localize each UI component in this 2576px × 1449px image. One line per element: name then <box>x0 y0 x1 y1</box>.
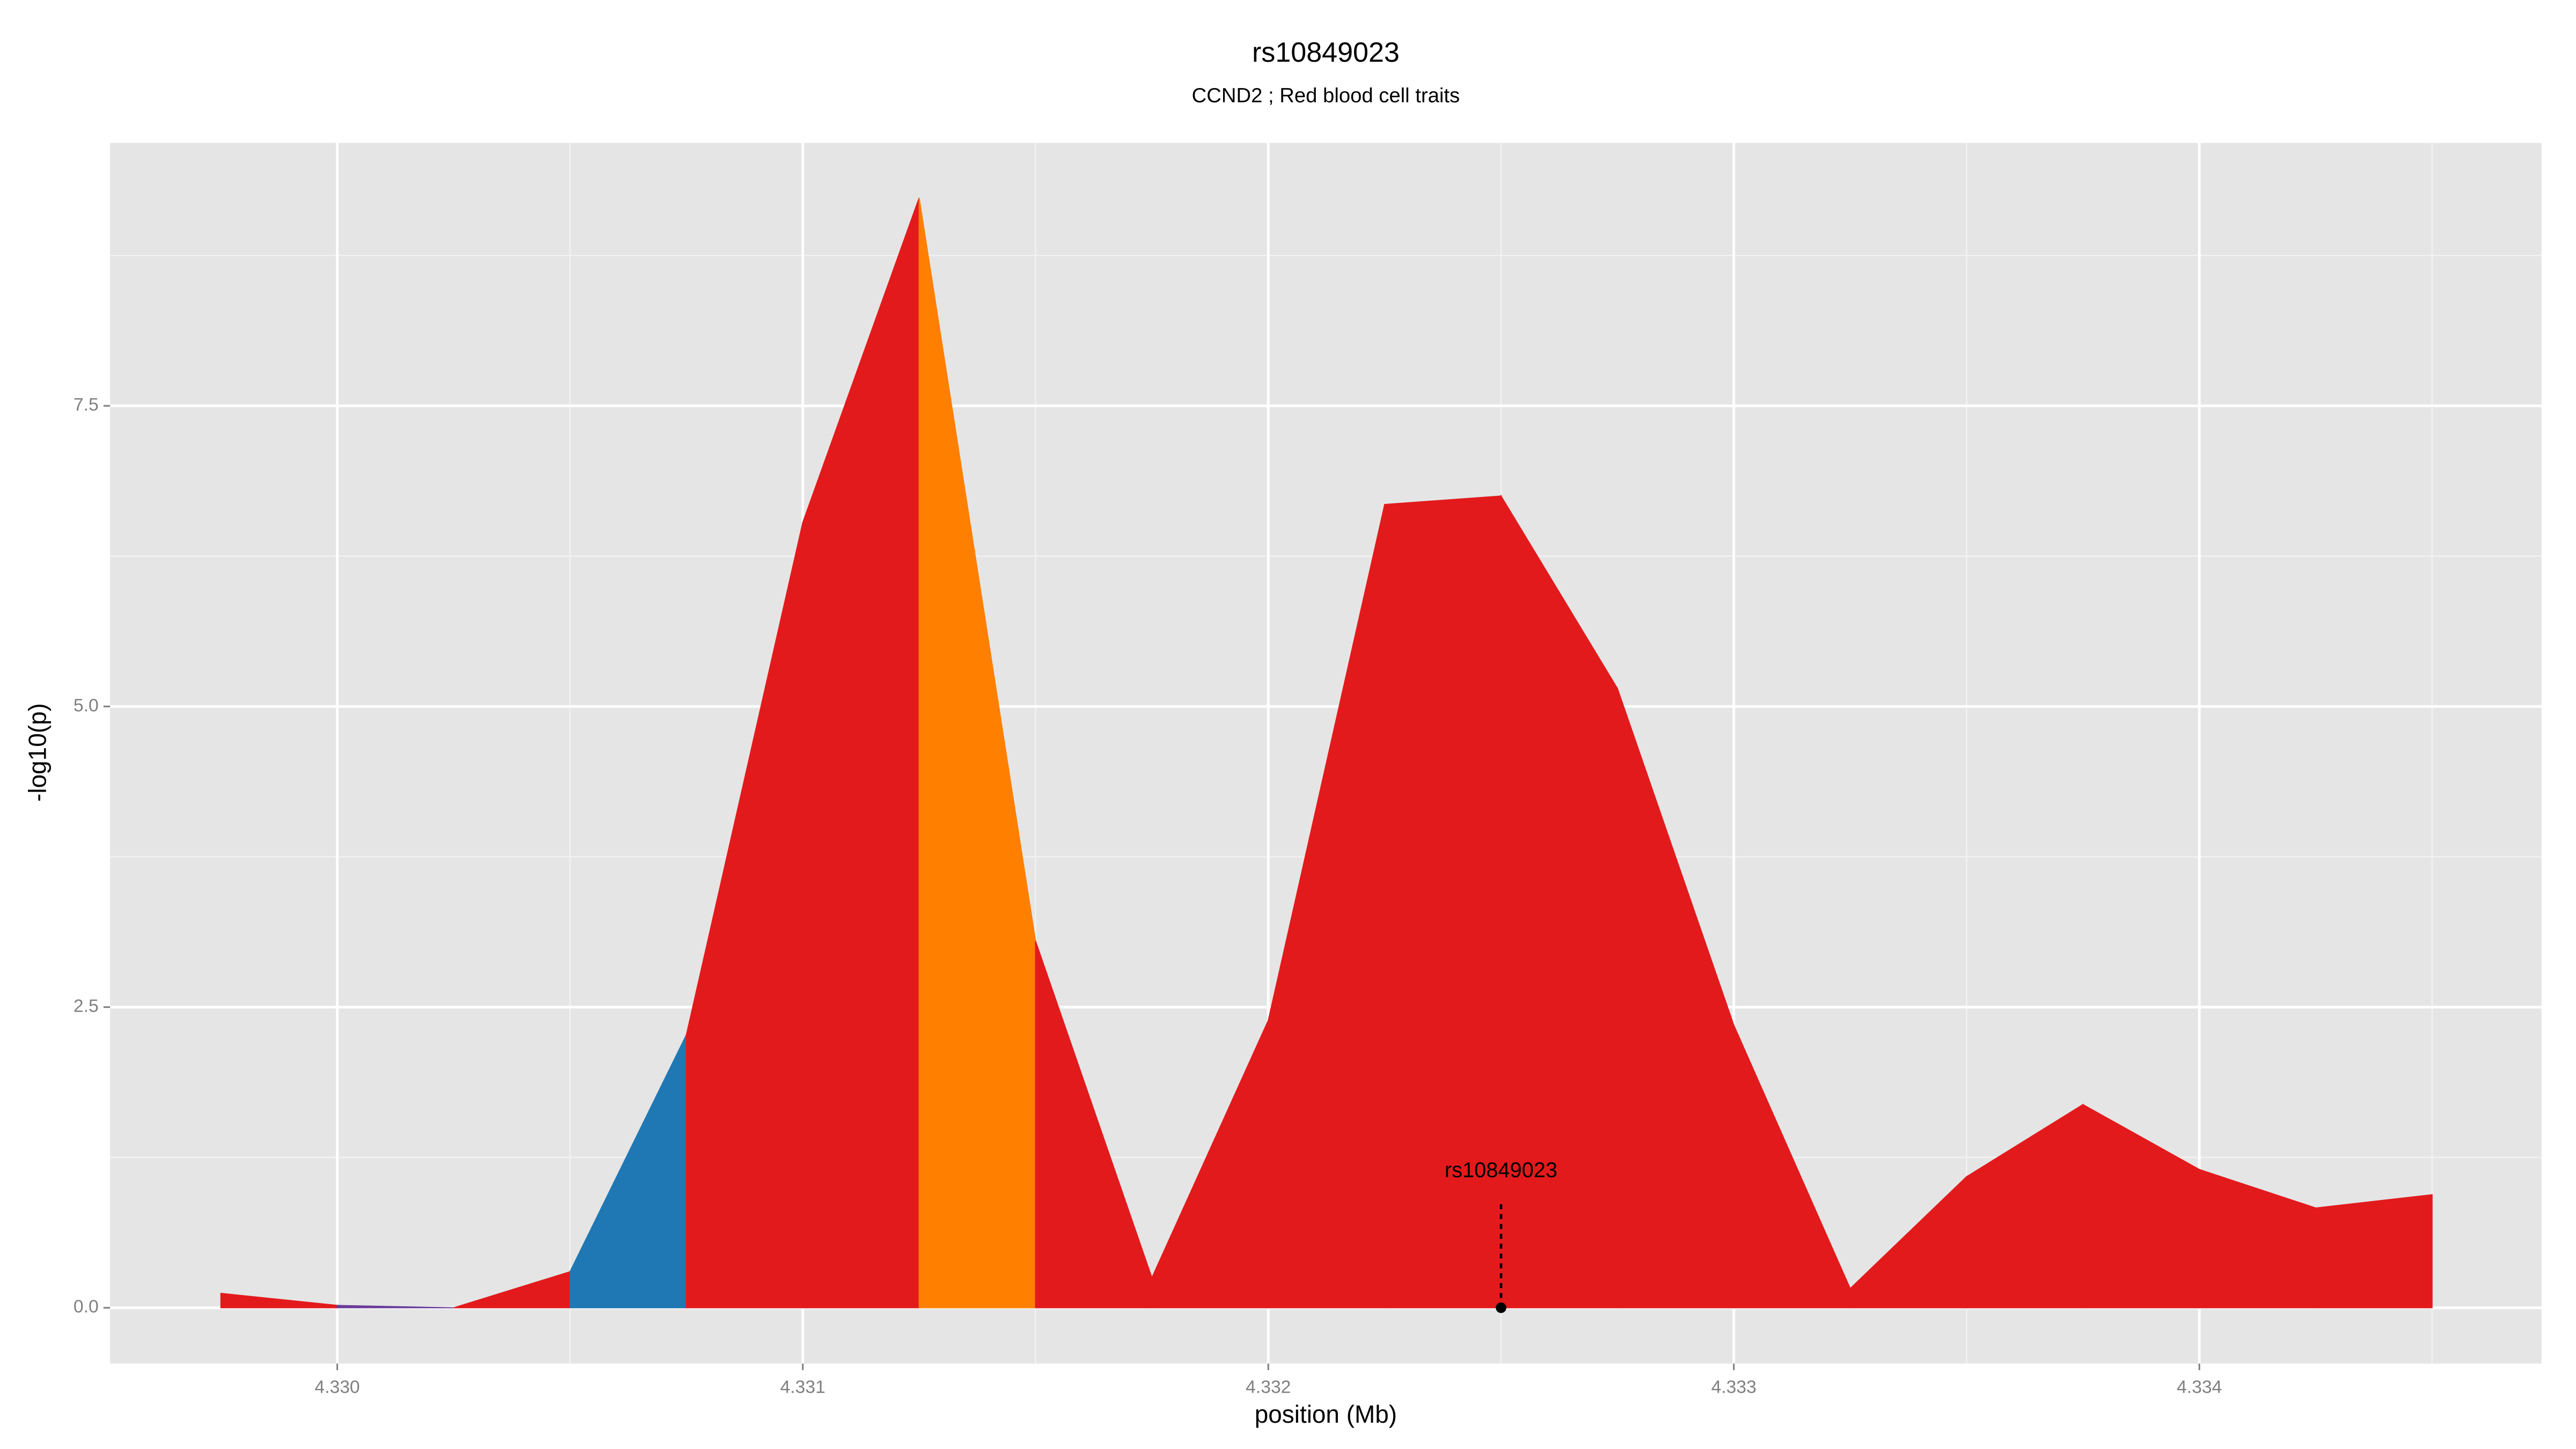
y-tick-label: 0.0 <box>74 1297 99 1317</box>
y-tick-label: 7.5 <box>74 395 99 415</box>
annotation-label: rs10849023 <box>1445 1158 1557 1182</box>
annotation-layer: rs10849023 <box>1445 1158 1557 1313</box>
marks <box>220 197 2433 1308</box>
area-segment <box>336 1305 454 1308</box>
area-segment <box>2315 1194 2433 1308</box>
chart-subtitle: CCND2 ; Red blood cell traits <box>1192 84 1460 107</box>
x-tick-label: 4.333 <box>1711 1378 1757 1397</box>
y-axis-label: -log10(p) <box>24 703 52 802</box>
x-tick-label: 4.332 <box>1246 1378 1291 1397</box>
y-tick-label: 2.5 <box>74 997 99 1016</box>
area-segment <box>1384 495 1502 1308</box>
chart-title: rs10849023 <box>1252 37 1400 68</box>
x-tick-label: 4.334 <box>2177 1378 2222 1397</box>
annotation-point <box>1496 1302 1506 1313</box>
x-tick-label: 4.331 <box>780 1378 825 1397</box>
y-tick-label: 5.0 <box>74 696 99 715</box>
x-tick-label: 4.330 <box>314 1378 360 1397</box>
x-axis-label: position (Mb) <box>1255 1400 1397 1428</box>
